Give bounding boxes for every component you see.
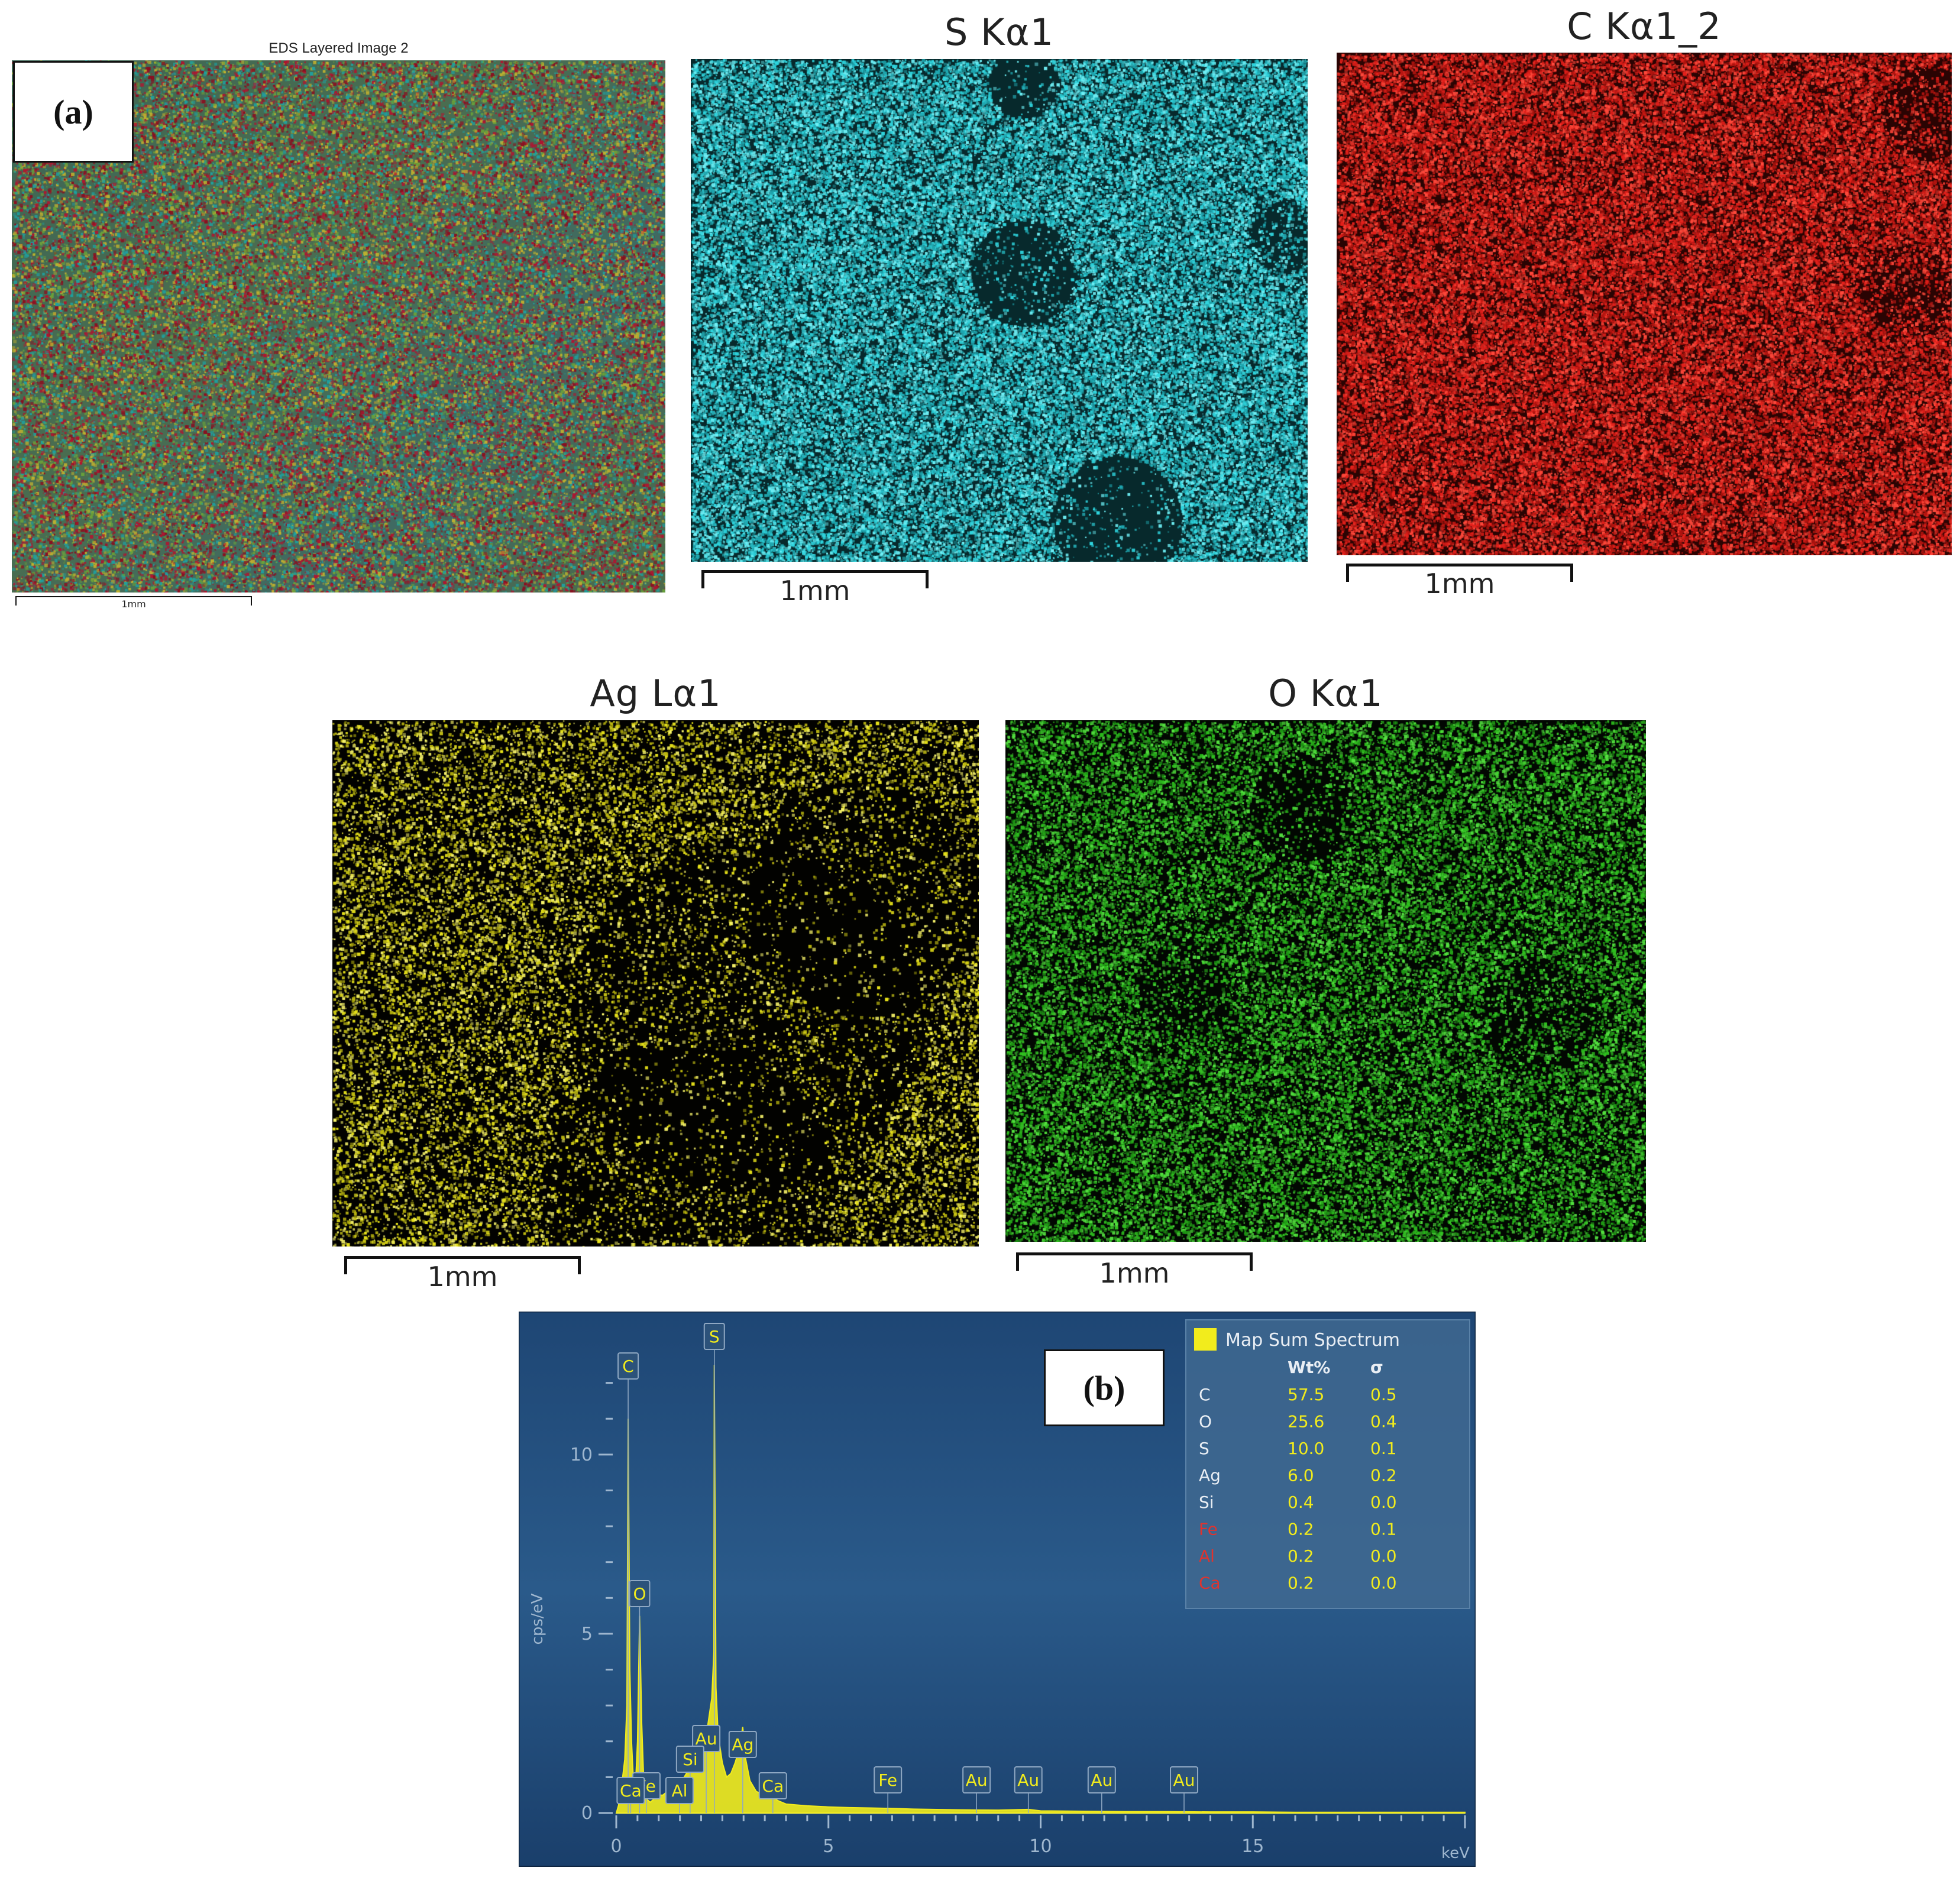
c-element-map (1337, 53, 1952, 555)
legend-row: O 25.6 0.4 (1199, 1412, 1397, 1432)
layered-scalebar (15, 596, 252, 606)
peak-label-text: Ca (620, 1781, 642, 1801)
legend-element: Al (1199, 1546, 1215, 1566)
peak-label-text: Au (1173, 1770, 1195, 1790)
y-tick-label: 5 (581, 1624, 593, 1644)
peak-label: Au (692, 1725, 721, 1813)
c-scalebar-label: 1mm (1424, 568, 1495, 600)
legend-row: Ca 0.2 0.0 (1199, 1574, 1397, 1593)
peak-label-text: Ag (732, 1735, 753, 1754)
legend-title: Map Sum Spectrum (1225, 1330, 1400, 1351)
legend-swatch (1194, 1328, 1217, 1351)
ag-element-map (332, 720, 979, 1247)
peak-label-text: Fe (878, 1770, 897, 1790)
legend-row: C 57.5 0.5 (1199, 1385, 1397, 1404)
legend-element: Ca (1199, 1574, 1221, 1593)
legend-element: Si (1199, 1493, 1214, 1512)
x-tick-label: 15 (1241, 1836, 1264, 1857)
legend-wt: 6.0 (1288, 1466, 1314, 1485)
s-element-map (691, 59, 1308, 562)
spectrum-legend: Map Sum Spectrum Wt% σ C 57.5 0.5O 25.6 0.4S… (1185, 1319, 1470, 1609)
legend-row: Fe 0.2 0.1 (1199, 1520, 1397, 1539)
legend-wt: 25.6 (1288, 1412, 1324, 1432)
panel-a-label: (a) (13, 61, 134, 163)
x-tick-label: 5 (823, 1836, 834, 1857)
ag-scalebar (344, 1256, 581, 1274)
o-scalebar-label: 1mm (1099, 1257, 1170, 1289)
legend-wt: 57.5 (1288, 1385, 1324, 1404)
legend-sigma: 0.0 (1370, 1493, 1397, 1512)
layered-image-title: EDS Layered Image 2 (269, 40, 409, 56)
c-map-title: C Kα1_2 (1567, 5, 1722, 48)
o-element-map (1005, 720, 1646, 1242)
ag-map-title: Ag Lα1 (590, 672, 722, 715)
legend-element: Fe (1199, 1520, 1218, 1539)
y-axis-label: cps/eV (529, 1593, 546, 1644)
legend-sigma: 0.0 (1370, 1574, 1397, 1593)
peak-label: Au (1087, 1766, 1116, 1813)
legend-sigma: 0.5 (1370, 1385, 1397, 1404)
legend-row: Ag 6.0 0.2 (1199, 1466, 1397, 1485)
peak-label: C (617, 1352, 639, 1813)
legend-wt: 0.4 (1288, 1493, 1314, 1512)
legend-sigma: 0.1 (1370, 1520, 1397, 1539)
peak-label-text: Ca (762, 1776, 784, 1796)
s-map-title: S Kα1 (944, 11, 1055, 54)
o-scalebar (1016, 1252, 1253, 1271)
peak-label: Ca (758, 1772, 787, 1813)
peak-label-text: O (633, 1584, 646, 1604)
x-axis-label: keV (1441, 1844, 1470, 1862)
legend-wt: 0.2 (1288, 1574, 1314, 1593)
peak-label-text: Si (683, 1750, 698, 1769)
legend-header-sigma: σ (1370, 1358, 1383, 1377)
peak-label: Ag (728, 1731, 757, 1813)
legend-wt: 10.0 (1288, 1439, 1324, 1458)
peak-label-text: Al (671, 1781, 687, 1801)
legend-element: Ag (1199, 1466, 1221, 1485)
legend-sigma: 0.1 (1370, 1439, 1397, 1458)
peak-label: Al (665, 1777, 694, 1813)
panel-b-label: (b) (1044, 1349, 1165, 1426)
legend-wt: 0.2 (1288, 1520, 1314, 1539)
layered-scalebar-label: 1mm (121, 598, 146, 610)
legend-element: S (1199, 1439, 1209, 1458)
y-tick-label: 10 (570, 1445, 593, 1465)
legend-sigma: 0.0 (1370, 1546, 1397, 1566)
legend-row: Si 0.4 0.0 (1199, 1493, 1397, 1512)
legend-row: Al 0.2 0.0 (1199, 1546, 1397, 1566)
peak-label-text: S (709, 1327, 720, 1346)
y-tick-label: 0 (581, 1803, 593, 1824)
s-scalebar (701, 570, 929, 588)
s-scalebar-label: 1mm (780, 575, 850, 607)
peak-label: Fe (874, 1766, 903, 1813)
peak-label-text: Au (696, 1729, 717, 1749)
peak-label: Au (1170, 1766, 1199, 1813)
peak-label: O (629, 1580, 651, 1813)
o-map-title: O Kα1 (1268, 672, 1383, 715)
legend-wt: 0.2 (1288, 1546, 1314, 1566)
legend-sigma: 0.4 (1370, 1412, 1397, 1432)
peak-label-text: Au (1017, 1770, 1039, 1790)
legend-element: O (1199, 1412, 1212, 1432)
legend-sigma: 0.2 (1370, 1466, 1397, 1485)
x-tick-label: 0 (610, 1836, 622, 1857)
peak-label-text: C (622, 1356, 634, 1376)
c-scalebar (1346, 564, 1573, 582)
legend-row: S 10.0 0.1 (1199, 1439, 1397, 1458)
peak-label-text: Au (1091, 1770, 1112, 1790)
x-tick-label: 10 (1029, 1836, 1052, 1857)
peak-label-text: Au (966, 1770, 988, 1790)
legend-element: C (1199, 1385, 1211, 1404)
peak-label: Ca (616, 1777, 645, 1813)
peak-label: Au (1014, 1766, 1043, 1813)
peak-label: Au (962, 1766, 991, 1813)
legend-header-wt: Wt% (1288, 1358, 1330, 1377)
ag-scalebar-label: 1mm (427, 1261, 498, 1293)
